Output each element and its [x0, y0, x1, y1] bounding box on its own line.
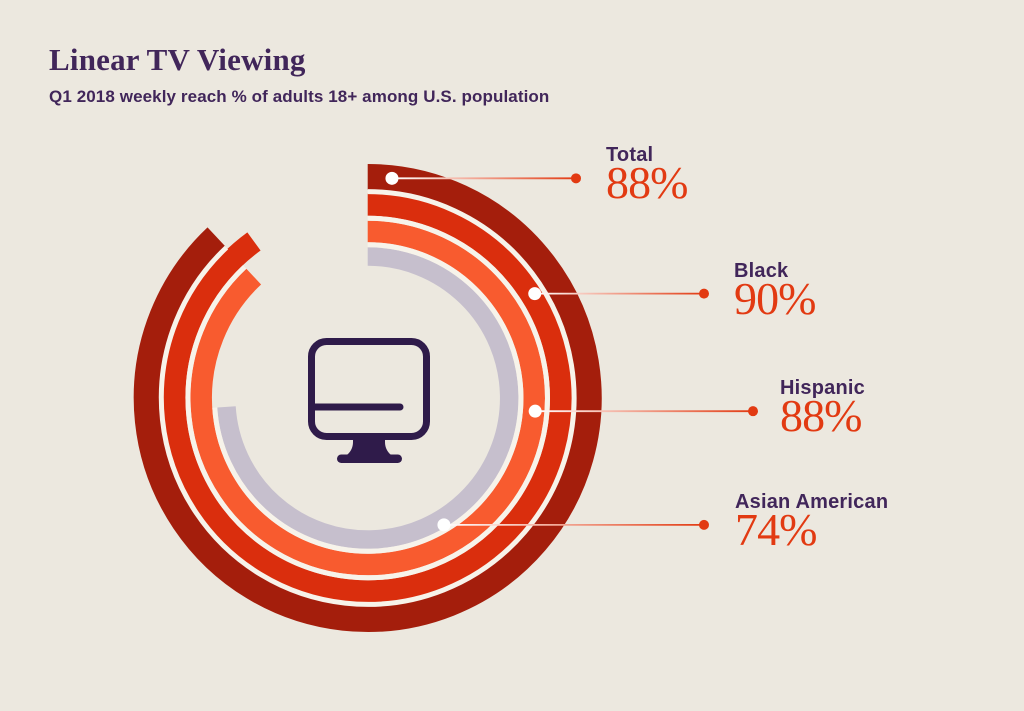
legend-label-hispanic: Hispanic: [780, 377, 865, 400]
value-dot-asian-american: [699, 519, 709, 530]
ring-arc-total: [133, 164, 602, 632]
ring-separator-2: [212, 242, 524, 554]
chart-subtitle: Q1 2018 weekly reach % of adults 18+ amo…: [49, 86, 550, 106]
rings-layer: [133, 164, 602, 632]
monitor-screen: [308, 338, 430, 440]
desktop-monitor-icon: [308, 338, 430, 463]
ring-separator-0: [158, 189, 577, 607]
ring-separator-1: [185, 215, 550, 581]
legend-value-black: 90%: [734, 272, 816, 324]
legend-value-total: 88%: [606, 157, 688, 209]
legend-label-black: Black: [734, 259, 789, 282]
legend-label-total: Total: [606, 144, 654, 167]
legend-item-black: Black 90%: [734, 259, 816, 322]
value-dot-black: [699, 288, 709, 299]
marker-dot-total: [385, 171, 399, 185]
leader-lines-layer: [385, 171, 758, 532]
legend-label-asian-american: Asian American: [735, 490, 889, 513]
legend-value-asian-american: 74%: [735, 503, 817, 555]
ring-arc-black: [162, 193, 573, 603]
ring-arc-asian-american: [217, 247, 519, 549]
value-dot-hispanic: [748, 406, 758, 417]
monitor-stand-base: [337, 454, 402, 463]
ring-arc-hispanic: [190, 220, 545, 576]
legend-item-total: Total 88%: [606, 144, 688, 206]
legend-item-asian-american: Asian American 74%: [735, 490, 889, 553]
monitor-stand-neck: [342, 437, 396, 458]
marker-dot-asian-american: [437, 518, 451, 532]
legend-item-hispanic: Hispanic 88%: [780, 377, 865, 439]
legend-value-hispanic: 88%: [780, 390, 862, 442]
marker-dot-hispanic: [528, 404, 542, 418]
value-dot-total: [571, 173, 581, 184]
chart-header: Linear TV Viewing Q1 2018 weekly reach %…: [49, 42, 549, 108]
chart-title: Linear TV Viewing: [49, 42, 306, 77]
marker-dot-black: [528, 287, 542, 301]
